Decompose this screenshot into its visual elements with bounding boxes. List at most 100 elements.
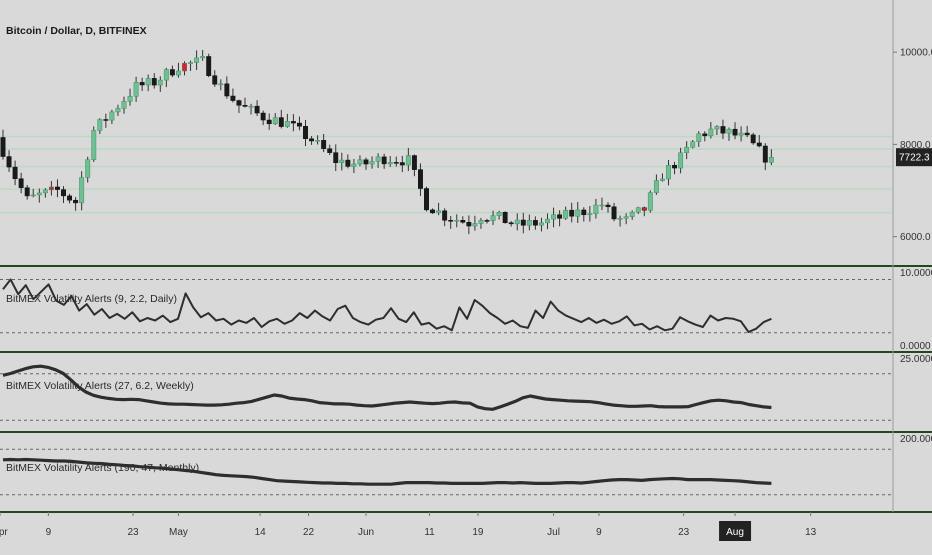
- candle[interactable]: [345, 154, 351, 169]
- candle[interactable]: [696, 131, 702, 147]
- candle[interactable]: [575, 201, 581, 223]
- candle[interactable]: [672, 161, 677, 175]
- candle[interactable]: [593, 198, 599, 219]
- indicator-series-line[interactable]: [2, 364, 772, 411]
- candle[interactable]: [720, 119, 726, 139]
- candle[interactable]: [466, 215, 472, 235]
- candle[interactable]: [399, 155, 405, 173]
- candle[interactable]: [496, 210, 502, 220]
- candle[interactable]: [442, 208, 448, 227]
- candle[interactable]: [36, 188, 42, 203]
- last-price-marker[interactable]: [896, 148, 932, 167]
- candle[interactable]: [157, 76, 163, 92]
- candle[interactable]: [678, 147, 684, 174]
- candle[interactable]: [236, 99, 242, 113]
- candle[interactable]: [284, 113, 290, 128]
- price-scale[interactable]: 10000.0 8000.0 6000.0 7722.3: [893, 48, 932, 244]
- candle[interactable]: [532, 216, 538, 230]
- candle[interactable]: [97, 118, 103, 135]
- candle[interactable]: [297, 116, 302, 131]
- candle[interactable]: [569, 202, 575, 223]
- candle[interactable]: [430, 208, 436, 214]
- candle[interactable]: [182, 61, 187, 76]
- candle[interactable]: [424, 186, 429, 212]
- candle[interactable]: [290, 114, 296, 132]
- candle[interactable]: [666, 159, 671, 186]
- candle[interactable]: [393, 156, 399, 167]
- candle[interactable]: [387, 156, 393, 167]
- candle[interactable]: [55, 179, 60, 198]
- candle[interactable]: [224, 76, 230, 99]
- candle[interactable]: [272, 112, 278, 125]
- candle[interactable]: [230, 88, 236, 103]
- candle[interactable]: [641, 206, 647, 217]
- candle[interactable]: [653, 174, 659, 195]
- candle[interactable]: [684, 141, 690, 160]
- candle[interactable]: [6, 150, 12, 172]
- candle[interactable]: [12, 160, 18, 186]
- indicator-pane-monthly[interactable]: BitMEX Volatility Alerts (190, 47, Month…: [0, 434, 932, 496]
- candle[interactable]: [321, 133, 327, 153]
- candle[interactable]: [363, 157, 369, 170]
- candle[interactable]: [581, 207, 587, 222]
- candle[interactable]: [91, 126, 97, 163]
- candle[interactable]: [266, 113, 272, 130]
- candle[interactable]: [448, 215, 454, 229]
- candle[interactable]: [315, 135, 321, 145]
- candle[interactable]: [460, 216, 466, 224]
- candle[interactable]: [188, 60, 194, 71]
- candle[interactable]: [545, 213, 550, 230]
- candle[interactable]: [762, 143, 768, 171]
- indicator-pane-weekly[interactable]: BitMEX Volatility Alerts (27, 6.2, Weekl…: [0, 354, 932, 421]
- candle[interactable]: [647, 190, 653, 213]
- candle[interactable]: [200, 49, 206, 61]
- candle[interactable]: [127, 88, 133, 106]
- candle[interactable]: [61, 186, 66, 203]
- candle[interactable]: [18, 172, 24, 194]
- candle[interactable]: [526, 214, 532, 231]
- candle[interactable]: [750, 132, 756, 145]
- candle[interactable]: [339, 152, 345, 171]
- candle[interactable]: [85, 156, 91, 183]
- candle[interactable]: [369, 156, 375, 169]
- candle[interactable]: [629, 210, 635, 220]
- candle[interactable]: [551, 207, 556, 228]
- candle[interactable]: [242, 97, 248, 108]
- candle[interactable]: [768, 149, 774, 166]
- candle[interactable]: [738, 126, 744, 142]
- candle[interactable]: [557, 210, 563, 227]
- candle[interactable]: [405, 147, 411, 171]
- candlestick-series[interactable]: [0, 49, 774, 235]
- candle[interactable]: [478, 217, 484, 229]
- candle[interactable]: [714, 125, 720, 136]
- candle[interactable]: [490, 210, 496, 226]
- main-price-pane[interactable]: 10000.0 8000.0 6000.0 7722.3 Bitcoin / Doll…: [0, 25, 932, 243]
- candle[interactable]: [73, 197, 79, 211]
- candle[interactable]: [103, 113, 109, 128]
- candle[interactable]: [660, 173, 665, 182]
- candle[interactable]: [436, 202, 442, 216]
- candle[interactable]: [248, 103, 254, 115]
- candle[interactable]: [303, 119, 308, 147]
- candle[interactable]: [690, 140, 696, 149]
- candle[interactable]: [708, 122, 714, 139]
- indicator-series-line[interactable]: [2, 457, 772, 486]
- candle[interactable]: [520, 212, 526, 234]
- indicator-series-line[interactable]: [2, 278, 772, 333]
- candle[interactable]: [508, 221, 514, 227]
- candle[interactable]: [418, 163, 423, 197]
- candle[interactable]: [635, 206, 641, 215]
- candle[interactable]: [206, 53, 212, 78]
- candle[interactable]: [169, 65, 175, 78]
- candle[interactable]: [145, 74, 151, 92]
- candle[interactable]: [502, 211, 508, 224]
- candle[interactable]: [79, 171, 85, 211]
- candle[interactable]: [163, 67, 169, 88]
- candle[interactable]: [357, 155, 363, 167]
- indicator-pane-daily[interactable]: BitMEX Volatility Alerts (9, 2.2, Daily)…: [0, 268, 932, 352]
- candle[interactable]: [194, 50, 200, 70]
- candle[interactable]: [351, 158, 357, 174]
- candle[interactable]: [563, 206, 569, 220]
- candle[interactable]: [278, 109, 284, 129]
